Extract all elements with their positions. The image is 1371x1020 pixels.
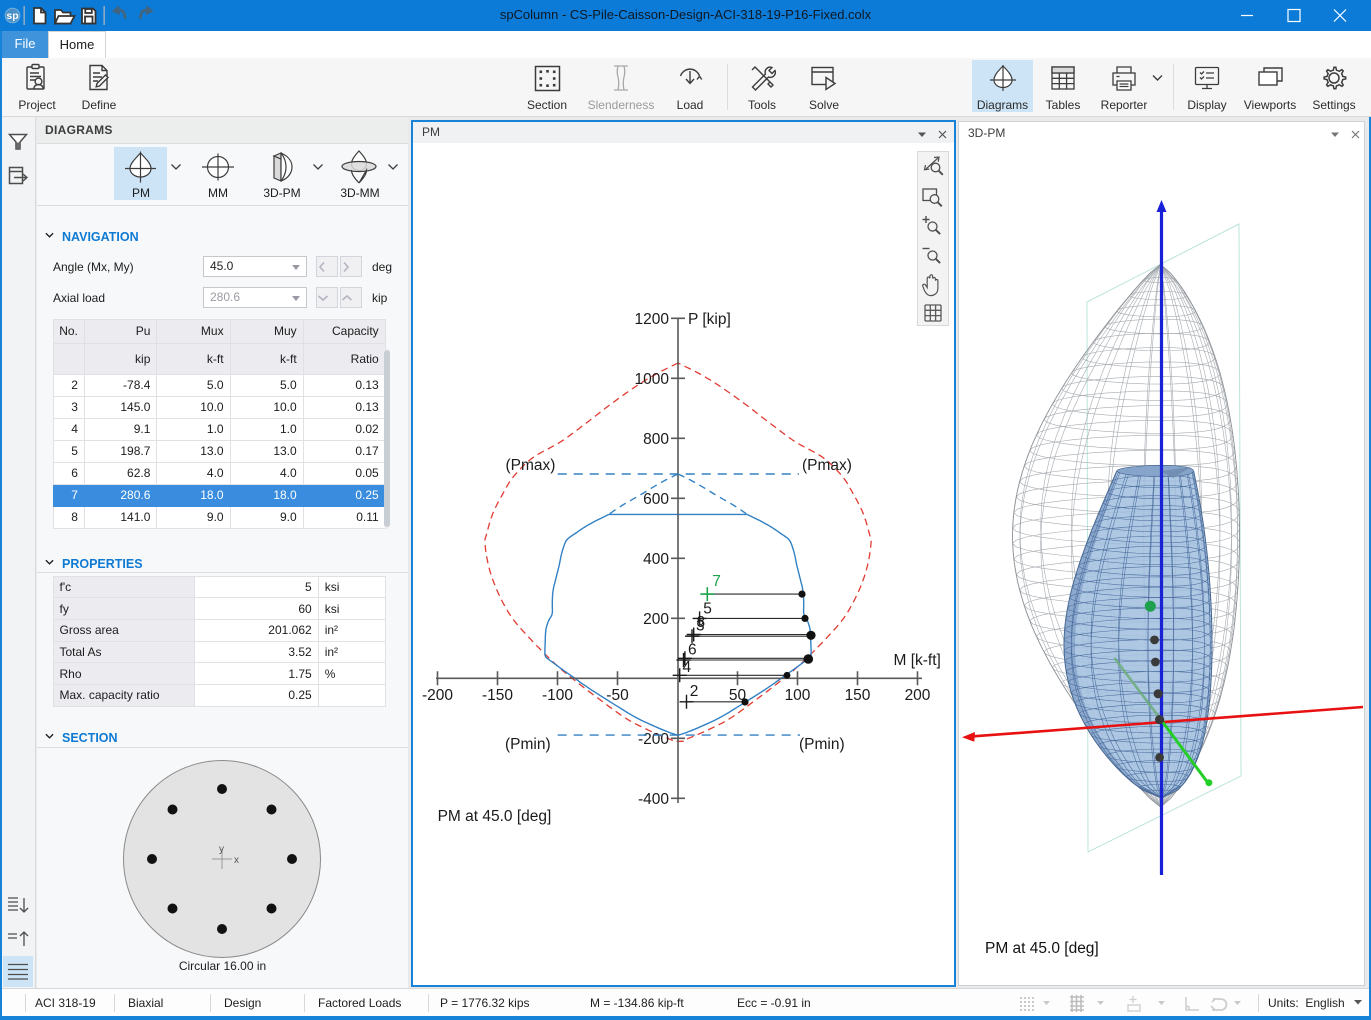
svg-text:600: 600 (643, 491, 669, 508)
svg-text:-100: -100 (542, 687, 573, 704)
svg-text:8: 8 (697, 614, 706, 631)
svg-text:200: 200 (905, 687, 931, 704)
svg-text:2: 2 (690, 683, 699, 700)
svg-text:4: 4 (683, 659, 692, 676)
svg-text:50: 50 (729, 687, 747, 704)
svg-text:1000: 1000 (635, 371, 670, 388)
svg-text:x: x (234, 855, 239, 866)
svg-text:400: 400 (643, 551, 669, 568)
svg-text:(Pmin): (Pmin) (799, 736, 845, 753)
svg-text:100: 100 (785, 687, 811, 704)
svg-text:-50: -50 (606, 687, 629, 704)
svg-text:-150: -150 (482, 687, 513, 704)
svg-text:5: 5 (703, 601, 712, 618)
svg-text:(Pmax): (Pmax) (506, 457, 556, 474)
svg-text:-200: -200 (638, 731, 669, 748)
svg-text:7: 7 (712, 573, 721, 590)
svg-text:200: 200 (643, 611, 669, 628)
svg-text:sp: sp (6, 10, 18, 22)
svg-text:PM at 45.0 [deg]: PM at 45.0 [deg] (438, 808, 552, 825)
svg-text:-400: -400 (638, 791, 669, 808)
svg-text:1200: 1200 (635, 311, 670, 328)
svg-text:y: y (219, 844, 224, 855)
svg-text:-200: -200 (422, 687, 453, 704)
svg-text:800: 800 (643, 431, 669, 448)
svg-text:(Pmin): (Pmin) (505, 736, 551, 753)
svg-text:(Pmax): (Pmax) (802, 457, 852, 474)
svg-text:150: 150 (845, 687, 871, 704)
svg-text:P [kip]: P [kip] (688, 311, 731, 328)
svg-text:3: 3 (696, 618, 705, 635)
svg-text:M [k-ft]: M [k-ft] (894, 652, 941, 669)
svg-text:6: 6 (688, 642, 697, 659)
